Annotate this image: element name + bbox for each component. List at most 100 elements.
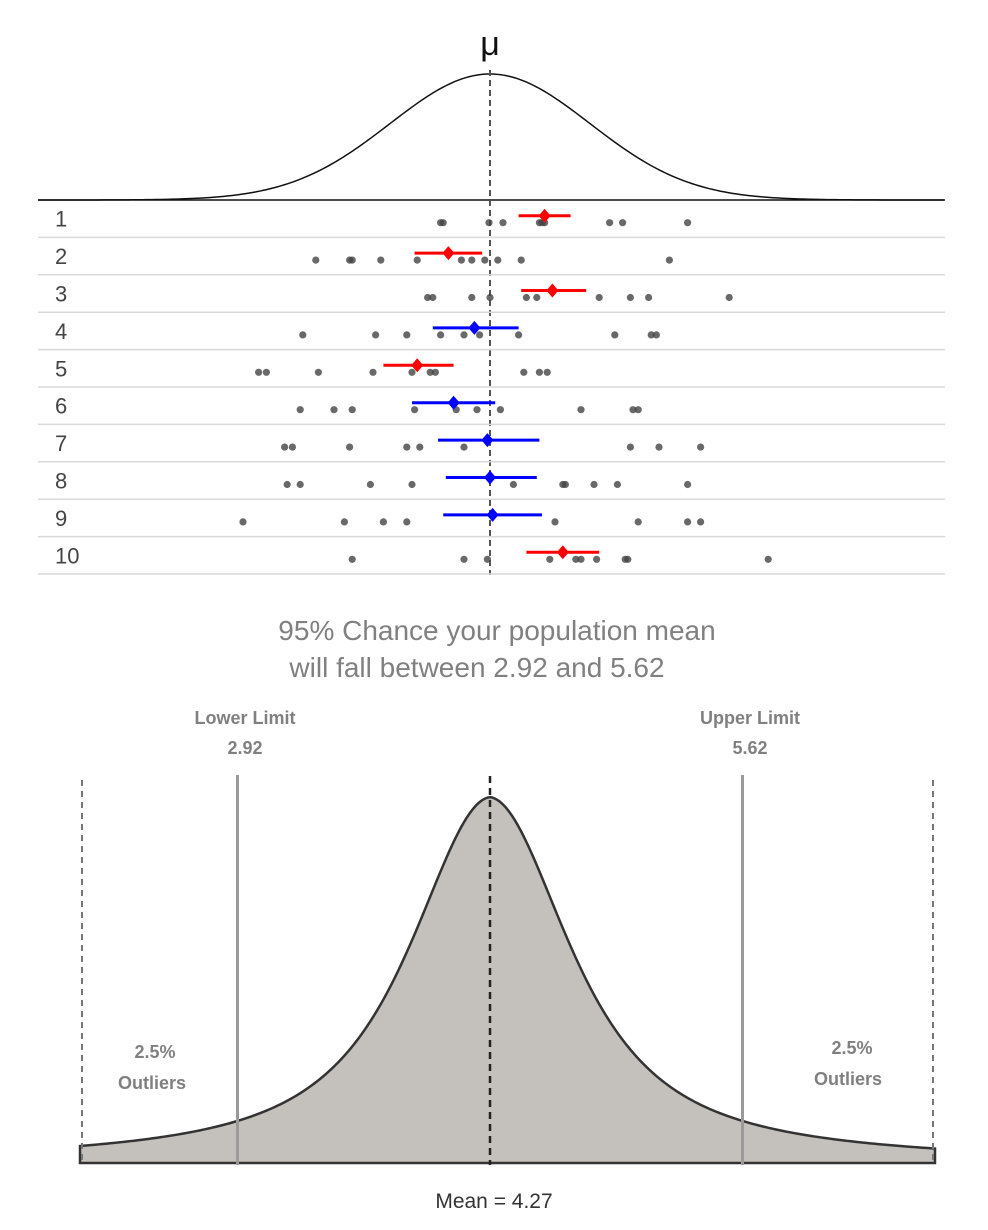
sample-point (684, 219, 692, 227)
sample-point (572, 555, 580, 563)
sample-mean-marker (468, 320, 481, 335)
sample-point (457, 256, 465, 264)
sample-point (460, 331, 468, 339)
sample-point (626, 443, 635, 451)
sample-point (460, 555, 468, 563)
sample-point (437, 331, 445, 339)
sample-point (561, 480, 570, 489)
sample-row-label: 4 (55, 319, 67, 344)
sample-point (546, 555, 554, 563)
sample-point (262, 368, 270, 376)
sample-row-10: 10 (38, 543, 945, 575)
sample-point (611, 331, 619, 339)
sample-point (725, 293, 733, 302)
sample-point (366, 480, 374, 489)
sample-point (543, 368, 551, 376)
sample-point (483, 555, 491, 563)
sample-point (494, 256, 502, 264)
sample-mean-marker (546, 283, 559, 298)
sample-point (764, 555, 772, 563)
sample-point (340, 518, 348, 526)
sample-point (312, 256, 320, 264)
sample-point (255, 368, 263, 376)
lower-limit-title: Lower Limit (194, 708, 295, 728)
sample-row-6: 6 (38, 394, 945, 426)
sample-point (431, 368, 439, 376)
sample-point (330, 406, 338, 414)
sample-point (314, 368, 322, 376)
sample-point (697, 443, 705, 451)
sample-rows: 1 2 3 4 5 6 7 8 9 10 (38, 207, 945, 575)
sample-point (697, 518, 705, 526)
sample-point (496, 406, 504, 414)
sample-point (652, 331, 661, 339)
sample-row-label: 5 (55, 356, 67, 381)
sample-point (486, 293, 494, 302)
sample-point (665, 256, 674, 264)
sample-point (485, 219, 493, 227)
sample-point (416, 443, 424, 451)
sample-point (369, 368, 377, 376)
sample-point (577, 555, 585, 563)
sample-point (595, 293, 603, 302)
sample-point (299, 331, 307, 339)
sample-point (348, 555, 356, 563)
headline-line-1: 95% Chance your population mean (278, 615, 715, 646)
lower-limit-value: 2.92 (227, 738, 262, 758)
sample-mean-marker (447, 395, 460, 410)
sample-point (408, 480, 416, 489)
sample-point (619, 219, 627, 227)
sample-row-label: 7 (55, 431, 67, 456)
sample-point (413, 256, 421, 264)
sample-point (515, 331, 523, 339)
sample-point (684, 480, 692, 489)
sample-point (411, 406, 419, 414)
sample-point (606, 219, 614, 227)
sample-row-label: 10 (55, 543, 79, 568)
left-tail-outliers: Outliers (118, 1073, 186, 1093)
sample-point (239, 518, 247, 526)
sample-point (426, 368, 434, 376)
sample-point (379, 518, 387, 526)
upper-limit-title: Upper Limit (700, 708, 800, 728)
sample-row-5: 5 (38, 356, 945, 388)
sample-mean-marker (481, 433, 494, 448)
sample-point (647, 331, 655, 339)
sample-point (468, 293, 476, 302)
sample-point (634, 518, 642, 526)
sample-point (481, 256, 489, 264)
sample-point (509, 480, 517, 489)
sample-point (629, 406, 637, 414)
sample-point (403, 443, 411, 451)
sample-point (624, 555, 632, 563)
sample-point (408, 368, 416, 376)
sample-point (551, 518, 559, 526)
sample-point (348, 406, 356, 414)
sample-point (348, 256, 356, 264)
sample-row-label: 3 (55, 282, 67, 307)
sample-point (473, 406, 481, 414)
sample-point (499, 219, 507, 227)
sample-row-8: 8 (38, 469, 945, 500)
left-tail-percent: 2.5% (134, 1042, 175, 1062)
sample-point (535, 368, 544, 376)
sample-point (577, 406, 585, 414)
sample-point (288, 443, 296, 451)
sample-point (590, 480, 598, 489)
sample-point (403, 518, 411, 526)
sample-row-1: 1 (38, 207, 945, 239)
sample-row-label: 8 (55, 469, 67, 494)
sample-point (283, 480, 291, 489)
right-tail-outliers: Outliers (814, 1069, 882, 1089)
sample-row-4: 4 (38, 319, 945, 351)
sample-point (634, 406, 642, 414)
sample-row-9: 9 (38, 506, 945, 538)
sample-point (346, 443, 354, 451)
sample-mean-marker (538, 208, 551, 223)
sample-row-2: 2 (38, 244, 945, 276)
sample-point (476, 331, 484, 339)
sample-point (520, 368, 528, 376)
sample-row-label: 9 (55, 506, 67, 531)
sample-point (645, 293, 653, 302)
